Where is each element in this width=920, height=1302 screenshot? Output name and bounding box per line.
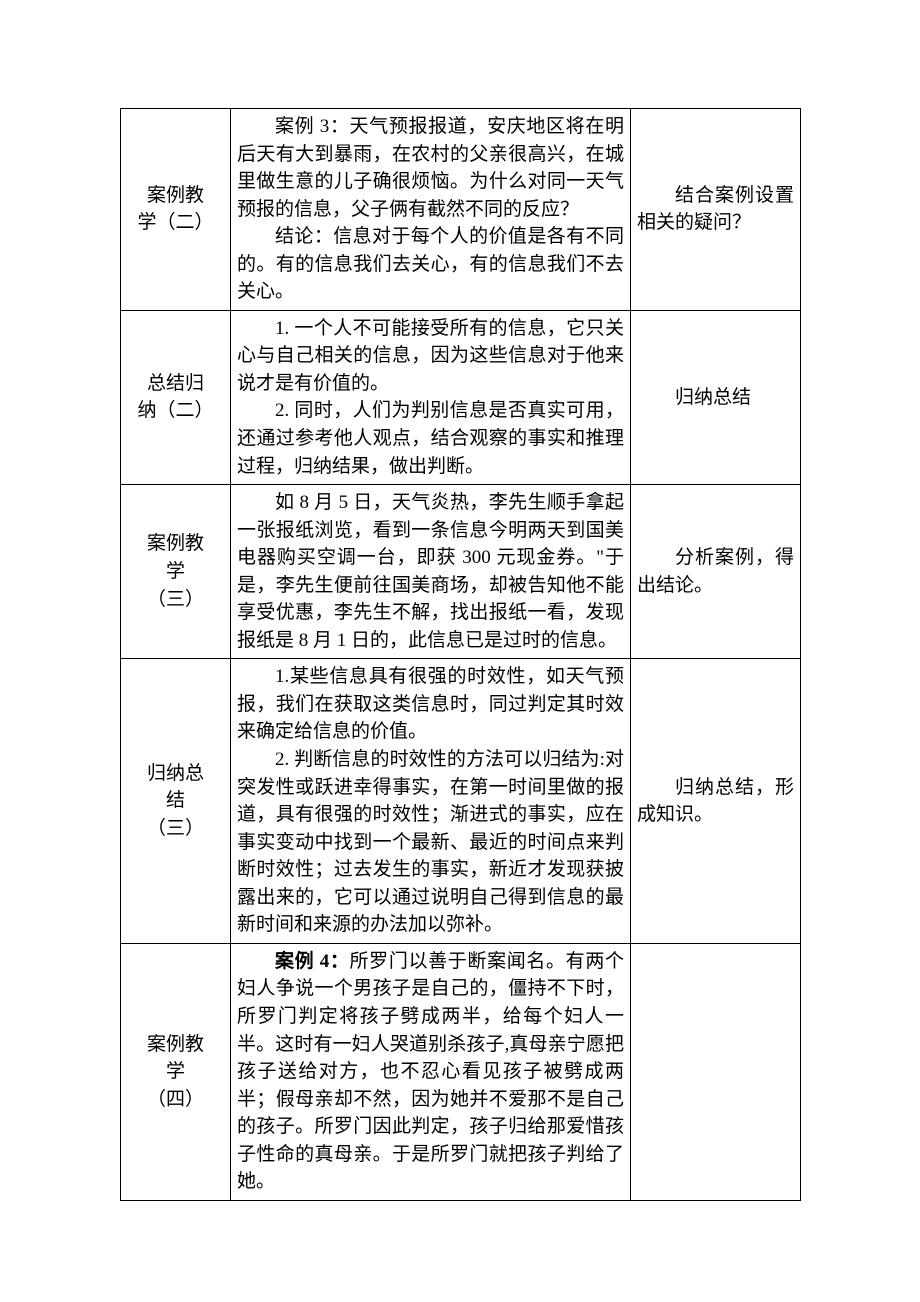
row-content: 1.某些信息具有很强的时效性，如天气预报，我们在获取这类信息时，同过判定其时效来… <box>231 659 631 943</box>
label-line: （三） <box>147 818 204 839</box>
row-label: 总结归 纳（二） <box>121 310 231 484</box>
row-label: 案例教 学 （四） <box>121 943 231 1200</box>
content-para: 1.某些信息具有很强的时效性，如天气预报，我们在获取这类信息时，同过判定其时效来… <box>237 663 624 746</box>
label-line: 纳（二） <box>137 400 213 421</box>
row-note: 结合案例设置相关的疑问？ <box>631 109 801 311</box>
label-line: 学（二） <box>137 212 213 233</box>
row-note: 归纳总结，形成知识。 <box>631 659 801 943</box>
label-line: 归纳总 <box>147 763 204 784</box>
label-line: 案例教 <box>147 185 204 206</box>
content-para: 2. 判断信息的时效性的方法可以归结为:对突发性或跃进幸得事实，在第一时间里做的… <box>237 746 624 939</box>
table-row: 归纳总 结 （三） 1.某些信息具有很强的时效性，如天气预报，我们在获取这类信息… <box>121 659 801 943</box>
label-line: 总结归 <box>147 373 204 394</box>
document-page: 案例教 学（二） 案例 3：天气预报报道，安庆地区将在明后天有大到暴雨，在农村的… <box>0 0 920 1302</box>
table-row: 案例教 学（二） 案例 3：天气预报报道，安庆地区将在明后天有大到暴雨，在农村的… <box>121 109 801 311</box>
row-label: 案例教 学 （三） <box>121 485 231 659</box>
table-row: 总结归 纳（二） 1. 一个人不可能接受所有的信息，它只关心与自己相关的信息，因… <box>121 310 801 484</box>
row-note: 归纳总结 <box>631 310 801 484</box>
lesson-table: 案例教 学（二） 案例 3：天气预报报道，安庆地区将在明后天有大到暴雨，在农村的… <box>120 108 801 1201</box>
label-line: 结 <box>166 790 185 811</box>
label-line: 案例教 <box>147 1034 204 1055</box>
label-line: 学 <box>166 1061 185 1082</box>
row-note <box>631 943 801 1200</box>
case-number: 案例 4： <box>275 951 350 972</box>
note-para: 分析案例，得出结论。 <box>637 544 794 599</box>
row-label: 归纳总 结 （三） <box>121 659 231 943</box>
label-line: 案例教 <box>147 533 204 554</box>
content-para: 结论：信息对于每个人的价值是各有不同的。有的信息我们去关心，有的信息我们不去关心… <box>237 223 624 306</box>
table-row: 案例教 学 （四） 案例 4：所罗门以善于断案闻名。有两个妇人争说一个男孩子是自… <box>121 943 801 1200</box>
content-para: 案例 4：所罗门以善于断案闻名。有两个妇人争说一个男孩子是自己的，僵持不下时，所… <box>237 948 624 1196</box>
content-para: 2. 同时，人们为判别信息是否真实可用，还通过参考他人观点，结合观察的事实和推理… <box>237 397 624 480</box>
note-para: 结合案例设置相关的疑问？ <box>637 182 794 237</box>
row-content: 案例 3：天气预报报道，安庆地区将在明后天有大到暴雨，在农村的父亲很高兴，在城里… <box>231 109 631 311</box>
table-row: 案例教 学 （三） 如 8 月 5 日，天气炎热，李先生顺手拿起一张报纸浏览，看… <box>121 485 801 659</box>
row-content: 案例 4：所罗门以善于断案闻名。有两个妇人争说一个男孩子是自己的，僵持不下时，所… <box>231 943 631 1200</box>
note-para: 归纳总结 <box>637 384 794 412</box>
row-content: 如 8 月 5 日，天气炎热，李先生顺手拿起一张报纸浏览，看到一条信息今明两天到… <box>231 485 631 659</box>
row-note: 分析案例，得出结论。 <box>631 485 801 659</box>
content-para: 如 8 月 5 日，天气炎热，李先生顺手拿起一张报纸浏览，看到一条信息今明两天到… <box>237 489 624 654</box>
content-text: 所罗门以善于断案闻名。有两个妇人争说一个男孩子是自己的，僵持不下时，所罗门判定将… <box>237 951 624 1192</box>
label-line: （三） <box>147 589 204 610</box>
row-label: 案例教 学（二） <box>121 109 231 311</box>
note-para: 归纳总结，形成知识。 <box>637 774 794 829</box>
label-line: 学 <box>166 561 185 582</box>
row-content: 1. 一个人不可能接受所有的信息，它只关心与自己相关的信息，因为这些信息对于他来… <box>231 310 631 484</box>
content-para: 案例 3：天气预报报道，安庆地区将在明后天有大到暴雨，在农村的父亲很高兴，在城里… <box>237 113 624 223</box>
label-line: （四） <box>147 1089 204 1110</box>
content-para: 1. 一个人不可能接受所有的信息，它只关心与自己相关的信息，因为这些信息对于他来… <box>237 315 624 398</box>
